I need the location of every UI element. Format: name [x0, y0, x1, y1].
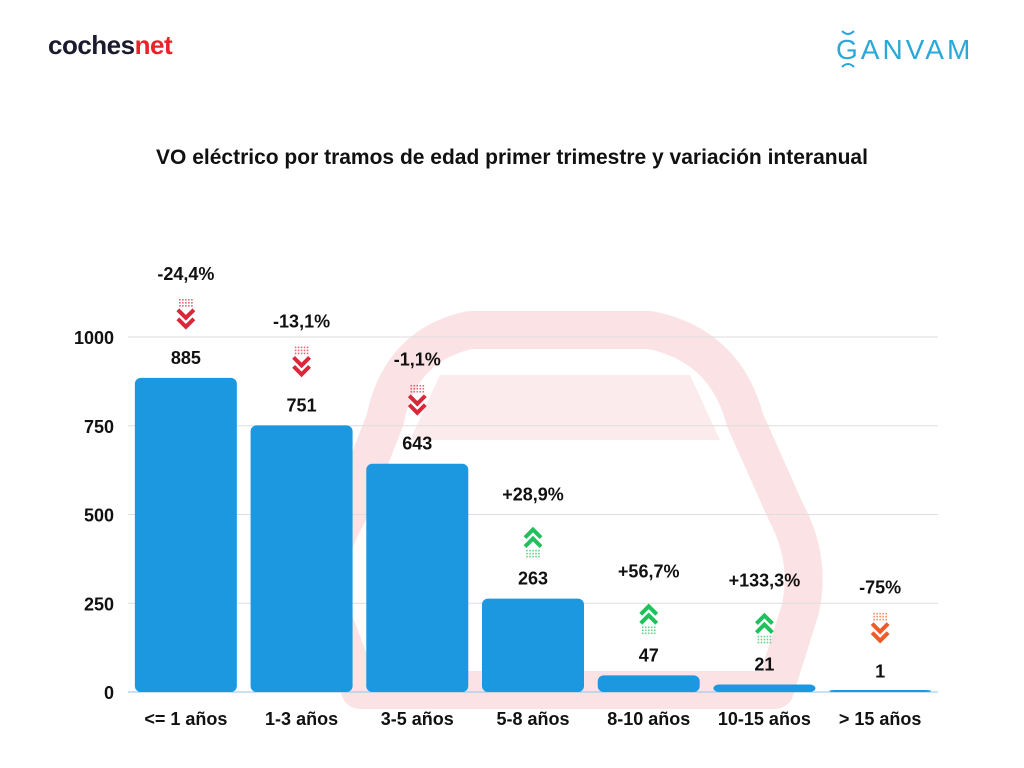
x-tick-label: <= 1 años: [144, 709, 227, 729]
data-label: 47: [639, 645, 659, 665]
x-tick-label: 5-8 años: [496, 709, 569, 729]
down-arrow-icon: [292, 346, 311, 378]
down-arrow-icon: [870, 612, 890, 644]
up-arrow-icon: [639, 603, 659, 635]
x-tick-label: > 15 años: [839, 709, 922, 729]
ganvam-logo: GANVAM: [836, 30, 973, 68]
bar: [134, 377, 237, 692]
y-tick-label: 750: [84, 417, 114, 437]
bar: [250, 425, 353, 692]
variation-label: -1,1%: [394, 350, 441, 370]
variation-label: -75%: [859, 578, 901, 598]
up-arrow-icon: [523, 526, 543, 558]
cochesnet-logo: cochesnet: [48, 30, 173, 60]
data-label: 1: [875, 662, 885, 682]
y-tick-label: 0: [104, 683, 114, 703]
variation-label: -24,4%: [157, 264, 214, 284]
chart-title: VO eléctrico por tramos de edad primer t…: [156, 146, 868, 169]
down-arrow-icon: [407, 384, 427, 416]
x-tick-label: 10-15 años: [718, 709, 811, 729]
data-label: 643: [402, 434, 432, 454]
y-tick-label: 1000: [74, 328, 114, 348]
x-tick-label: 8-10 años: [607, 709, 690, 729]
y-tick-label: 250: [84, 594, 114, 614]
x-tick-label: 1-3 años: [265, 709, 338, 729]
bar: [829, 690, 932, 692]
data-label: 885: [171, 348, 201, 368]
x-tick-label: 3-5 años: [381, 709, 454, 729]
data-label: 21: [754, 655, 774, 675]
bar: [713, 684, 816, 692]
bar: [366, 463, 469, 692]
down-arrow-icon: [176, 299, 196, 330]
y-tick-label: 500: [84, 506, 114, 526]
up-arrow-icon: [755, 612, 774, 644]
variation-label: +28,9%: [502, 485, 564, 505]
bar: [482, 598, 584, 692]
bar: [597, 675, 700, 692]
variation-label: +56,7%: [618, 561, 680, 581]
variation-label: -13,1%: [273, 311, 330, 331]
variation-label: +133,3%: [729, 571, 801, 591]
data-label: 751: [287, 395, 317, 415]
data-label: 263: [518, 569, 548, 589]
svg-text:GANVAM: GANVAM: [836, 34, 973, 65]
